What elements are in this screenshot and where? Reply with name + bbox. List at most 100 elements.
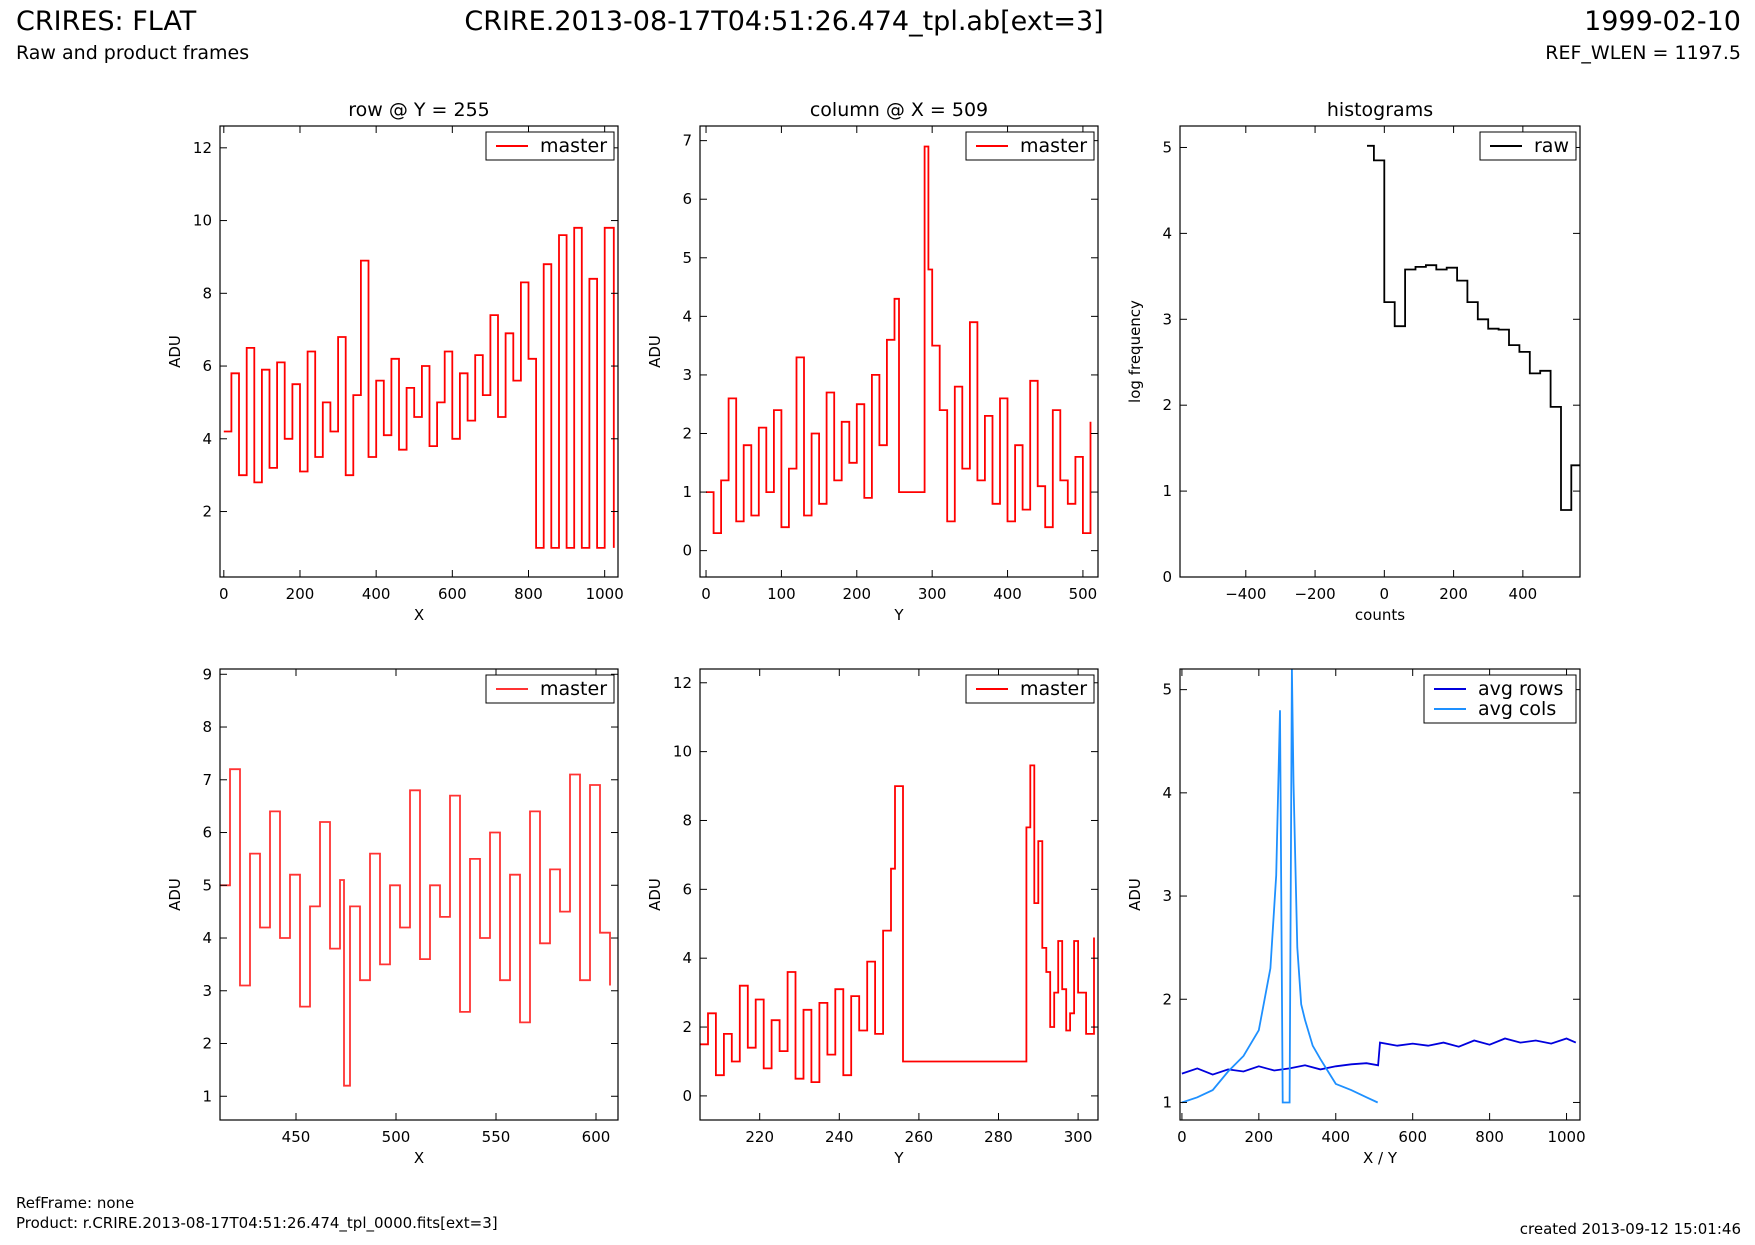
y-tick-label: 3 [202,982,212,1000]
chart-histograms: −400 −200 0 200 400 0 1 2 3 4 5 histograms counts log… [1126,99,1581,624]
y-tick-label: 9 [202,665,212,683]
y-tick-label: 7 [202,771,212,789]
y-tick-label: 2 [202,503,212,521]
y-tick-label: 4 [682,949,692,967]
y-tick-label: 5 [1162,681,1172,699]
x-tick-label: 500 [382,1128,411,1146]
y-tick-label: 4 [1162,224,1172,242]
x-axis-label: X [414,606,424,624]
x-tick-label: 220 [745,1128,774,1146]
x-tick-label: −400 [1225,585,1266,603]
y-tick-label: 10 [193,212,212,230]
y-axis-label: ADU [646,335,664,368]
product-label: Product: r.CRIRE.2013-08-17T04:51:26.474… [16,1214,498,1232]
plot-frame [1179,668,1581,1121]
y-axis-label: log frequency [1126,300,1144,403]
y-tick-label: 4 [202,929,212,947]
y-tick-label: 4 [682,307,692,325]
plot-frame [219,125,619,578]
y-tick-label: 1 [202,1087,212,1105]
x-tick-label: 1000 [1547,1128,1585,1146]
x-axis-label: X / Y [1363,1149,1398,1167]
x-tick-label: 0 [1177,1128,1187,1146]
x-tick-label: 200 [1439,585,1468,603]
y-tick-label: 0 [682,1087,692,1105]
x-tick-label: 600 [1398,1128,1427,1146]
x-tick-label: 800 [514,585,543,603]
series-line-raw [1367,144,1580,511]
plot-frame [1179,125,1581,578]
x-tick-label: 400 [993,585,1022,603]
y-tick-label: 3 [1162,310,1172,328]
y-tick-label: 8 [202,718,212,736]
x-tick-label: 280 [984,1128,1013,1146]
x-axis-label: Y [893,606,904,624]
chart-row_zoom: 450 500 550 600 1 2 3 4 5 6 7 8 9 X ADU master [166,665,619,1167]
y-tick-label: 10 [673,743,692,761]
ref-wlen: REF_WLEN = 1197.5 [1545,42,1741,64]
created-label: created 2013-09-12 15:01:46 [1519,1220,1741,1238]
y-tick-label: 6 [682,190,692,208]
x-axis-label: counts [1355,606,1405,624]
legend-label: avg cols [1478,698,1556,720]
series-line-master [700,764,1095,1083]
y-tick-label: 6 [202,824,212,842]
figure-title: CRIRES: FLAT [16,6,197,37]
legend-box [1423,674,1577,724]
legend-label: master [540,135,607,157]
y-tick-label: 4 [1162,784,1172,802]
x-tick-label: 0 [219,585,229,603]
chart-title: row @ Y = 255 [348,99,490,121]
x-tick-label: 100 [767,585,796,603]
plot-frame [699,668,1099,1121]
series-line-master [220,768,611,1087]
y-tick-label: 4 [202,430,212,448]
x-tick-label: 260 [905,1128,934,1146]
y-axis-label: ADU [646,878,664,911]
header-date: 1999-02-10 [1584,6,1741,37]
y-tick-label: 2 [202,1035,212,1053]
chart-title: column @ X = 509 [810,99,988,121]
x-axis-label: Y [893,1149,904,1167]
series-line-avg-rows [1181,1037,1577,1076]
legend-label: avg rows [1478,678,1563,700]
y-tick-label: 5 [1162,138,1172,156]
y-tick-label: 6 [682,880,692,898]
x-tick-label: 300 [1064,1128,1093,1146]
y-tick-label: 2 [1162,396,1172,414]
y-tick-label: 0 [1162,568,1172,586]
x-tick-label: 800 [1475,1128,1504,1146]
chart-title: histograms [1327,99,1433,121]
y-axis-label: ADU [166,335,184,368]
chart-column: 0 100 200 300 400 500 0 1 2 3 4 5 6 7 column @ X = 509… [646,99,1099,624]
x-tick-label: 0 [1380,585,1390,603]
y-tick-label: 12 [193,139,212,157]
y-tick-label: 12 [673,674,692,692]
x-tick-label: 200 [842,585,871,603]
y-axis-label: ADU [1126,878,1144,911]
y-tick-label: 1 [1162,482,1172,500]
y-tick-label: 2 [1162,990,1172,1008]
y-tick-label: 3 [682,366,692,384]
y-axis-label: ADU [166,878,184,911]
x-tick-label: 450 [282,1128,311,1146]
chart-averages: 0 200 400 600 800 1000 1 2 3 4 5 X / Y ADU avg rowsav… [1126,668,1586,1167]
legend-label: raw [1534,135,1569,157]
filename-title: CRIRE.2013-08-17T04:51:26.474_tpl.ab[ext… [464,6,1104,37]
x-tick-label: 300 [918,585,947,603]
series-line-master [706,145,1092,534]
x-tick-label: 600 [438,585,467,603]
x-tick-label: 400 [1509,585,1538,603]
x-tick-label: 1000 [586,585,624,603]
figure-subtitle: Raw and product frames [16,42,250,64]
x-tick-label: 600 [582,1128,611,1146]
series-line-master [223,226,615,549]
x-tick-label: 550 [482,1128,511,1146]
plot-frame [219,668,619,1121]
y-tick-label: 8 [202,284,212,302]
y-tick-label: 1 [682,483,692,501]
chart-row: 0 200 400 600 800 1000 2 4 6 8 10 12 row @ Y = 255 X A… [166,99,624,624]
x-tick-label: 400 [1321,1128,1350,1146]
series-line-avg-cols [1181,669,1379,1104]
